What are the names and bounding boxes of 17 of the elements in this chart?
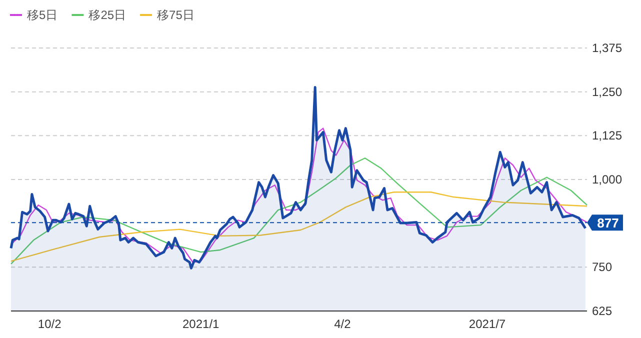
legend-item: 移25日: [72, 8, 126, 22]
ref-line-label: 877: [597, 216, 619, 231]
y-tick-label: 1,375: [592, 41, 622, 55]
x-tick-label: 4/2: [334, 317, 352, 331]
x-tick-label: 10/2: [38, 317, 62, 331]
legend-label: 移25日: [88, 8, 126, 22]
legend-label: 移5日: [27, 8, 58, 22]
legend-label: 移75日: [157, 8, 194, 22]
legend-item: 移75日: [140, 8, 194, 22]
x-tick-label: 2021/1: [182, 317, 220, 331]
legend-item: 移5日: [10, 8, 58, 22]
y-tick-label: 1,000: [592, 172, 622, 186]
y-tick-label: 625: [592, 304, 612, 318]
x-tick-label: 2021/7: [468, 317, 506, 331]
y-tick-label: 1,250: [592, 84, 622, 99]
y-tick-label: 1,125: [592, 128, 622, 143]
y-tick-label: 750: [592, 260, 612, 274]
